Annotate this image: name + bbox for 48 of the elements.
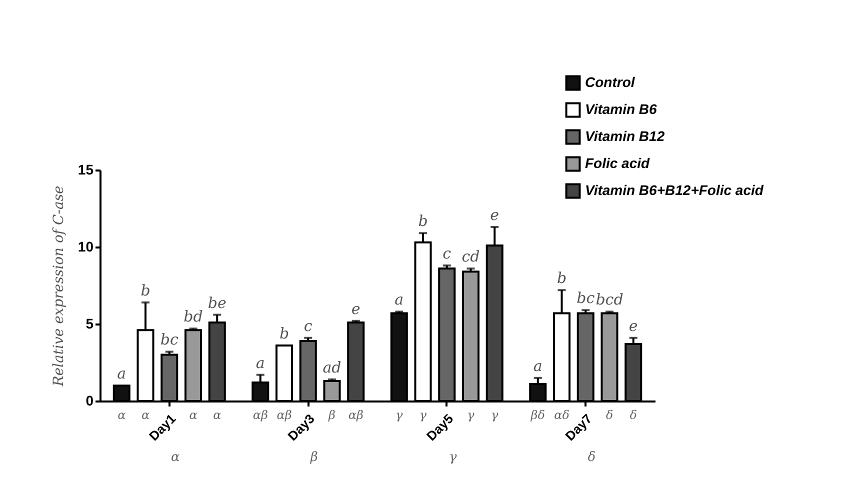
data-label: bc xyxy=(160,330,179,349)
text: α xyxy=(213,408,222,422)
data-label: ad xyxy=(322,358,342,376)
legend-label: Control xyxy=(585,74,636,90)
data-label: b xyxy=(418,212,428,230)
text: β xyxy=(309,450,318,465)
data-label: c xyxy=(304,316,313,335)
text: γ xyxy=(396,408,404,422)
legend-label: Folic acid xyxy=(585,155,650,171)
text: β xyxy=(328,408,336,422)
data-label: b xyxy=(556,269,567,288)
data-label: e xyxy=(628,316,638,335)
data-label: a xyxy=(394,290,404,309)
data-label: c xyxy=(442,244,452,262)
data-label: b xyxy=(140,281,150,300)
y-tick-label: 5 xyxy=(86,316,94,332)
text: α xyxy=(170,450,180,465)
text: γ xyxy=(419,408,428,422)
text: δ xyxy=(588,450,596,465)
data-label: b xyxy=(279,324,290,343)
text: γ xyxy=(448,450,457,465)
text: α xyxy=(189,408,198,422)
data-label: a xyxy=(256,354,265,372)
data-label: a xyxy=(533,356,542,375)
text: αβ xyxy=(252,408,268,422)
legend-label: Vitamin B6+B12+Folic acid xyxy=(585,182,764,198)
legend-label: Vitamin B6 xyxy=(585,101,658,117)
data-label: be xyxy=(208,294,226,312)
data-label: e xyxy=(490,206,500,224)
text: βδ xyxy=(530,408,545,422)
data-label: cd xyxy=(462,248,480,266)
y-axis-title: Relative expression of C-ase xyxy=(50,186,67,388)
text: γ xyxy=(467,408,476,422)
text: α xyxy=(141,408,150,422)
text: δ xyxy=(630,408,637,422)
data-label: a xyxy=(117,364,126,383)
data-label: bcd xyxy=(596,290,624,309)
data-label: bd xyxy=(184,308,203,326)
legend-label: Vitamin B12 xyxy=(585,128,665,144)
y-tick-label: 10 xyxy=(78,238,94,254)
y-tick-label: 15 xyxy=(78,162,94,178)
text: γ xyxy=(491,408,500,422)
y-tick-label: 0 xyxy=(86,392,94,408)
data-label: e xyxy=(351,300,360,318)
text: α xyxy=(118,408,126,422)
data-label: bc xyxy=(576,289,596,308)
text: αβ xyxy=(348,408,364,422)
text: δ xyxy=(606,408,614,422)
